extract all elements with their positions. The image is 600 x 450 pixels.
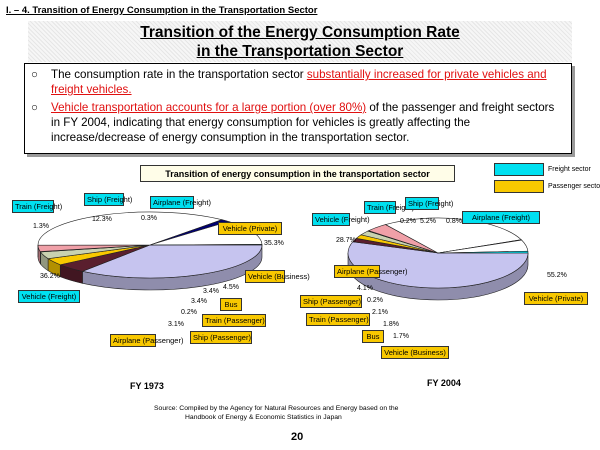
bullet-circle-icon: ○ [31,101,39,114]
pct-2004-vehicle-freight: 28.7% [336,237,356,244]
pct-1973-train-freight: 1.3% [33,223,49,230]
year-label-2004: FY 2004 [427,378,461,388]
label-2004-ship-freight: Ship (Freight) [405,197,453,210]
bullet-2-text: Vehicle transportation accounts for a la… [51,100,565,145]
pct-2004-airplane-passenger: 4.1% [357,285,373,292]
pct-1973-ship-freight: 12.3% [92,216,112,223]
pie-slice-0-vehicle-freight- [37,211,223,246]
pie-slice-1-vehicle-private- [347,241,529,289]
label-2004-airplane-freight: Airplane (Freight) [462,211,540,224]
bullet-1-text: The consumption rate in the transportati… [51,67,565,97]
source-note: Source: Compiled by the Agency for Natur… [154,404,398,422]
bullet-2: ○ Vehicle transportation accounts for a … [31,100,565,145]
label-1973-vehicle-business: Vehicle (Business) [245,270,310,283]
pct-2004-airplane-freight: 0.8% [446,218,462,225]
pct-2004-ship-passenger: 0.2% [367,297,383,304]
chart-title: Transition of energy consumption in the … [140,165,455,182]
label-1973-ship-freight: Ship (Freight) [84,193,132,206]
label-1973-train-passenger: Train (Passenger) [202,314,266,327]
label-2004-bus: Bus [362,330,384,343]
pct-1973-train-passenger: 3.4% [191,298,207,305]
pct-2004-train-freight: 0.2% [400,218,416,225]
pct-2004-vehicle-private: 55.2% [547,272,567,279]
pie-slice-0-vehicle-private- [81,244,263,279]
bullets-box: ○ The consumption rate in the transporta… [24,63,572,154]
label-2004-vehicle-private: Vehicle (Private) [524,292,588,305]
label-2004-airplane-passenger: Airplane (Passenger) [334,265,407,278]
pct-1973-airplane-passenger: 3.1% [168,321,184,328]
pct-1973-vehicle-business: 4.5% [223,284,239,291]
label-1973-vehicle-private: Vehicle (Private) [218,222,282,235]
label-1973-train-freight: Train (Freight) [12,200,62,213]
pct-2004-vehicle-business: 1.7% [393,333,409,340]
title-line-1: Transition of the Energy Consumption Rat… [140,24,460,41]
bullet-2-plain: of the passenger and freight sectors in … [51,101,555,144]
bullet-1: ○ The consumption rate in the transporta… [31,67,565,97]
pie-slice-0-airplane-freight- [149,244,263,246]
pct-1973-airplane-freight: 0.3% [141,215,157,222]
section-header: I. – 4. Transition of Energy Consumption… [6,5,318,16]
legend-passenger-swatch [494,180,544,193]
source-line-2: Handbook of Energy & Economic Statistics… [185,414,342,421]
label-2004-train-passenger: Train (Passenger) [306,313,370,326]
label-1973-vehicle-freight: Vehicle (Freight) [18,290,80,303]
label-1973-airplane-passenger: Airplane (Passenger) [110,334,183,347]
label-1973-airplane-freight: Airplane (Freight) [150,196,211,209]
pct-1973-vehicle-private: 35.3% [264,240,284,247]
label-2004-vehicle-business: Vehicle (Business) [381,346,449,359]
pct-1973-ship-passenger: 0.2% [181,309,197,316]
year-label-1973: FY 1973 [130,381,164,391]
pct-2004-bus: 1.8% [383,321,399,328]
legend-freight-swatch [494,163,544,176]
title-line-2: in the Transportation Sector [196,43,404,60]
legend-passenger-label: Passenger sector [548,183,600,190]
legend-freight-label: Freight sector [548,166,591,173]
bullet-1-highlight: substantially increased for private vehi… [51,68,547,96]
pct-1973-vehicle-freight: 36.2% [40,273,60,280]
source-line-1: Source: Compiled by the Agency for Natur… [154,405,399,412]
title-banner: Transition of the Energy Consumption Rat… [28,21,572,62]
bullet-circle-icon: ○ [31,68,39,81]
label-2004-vehicle-freight: Vehicle (Freight) [312,213,370,226]
page-number: 20 [291,431,304,443]
label-2004-ship-passenger: Ship (Passenger) [300,295,362,308]
pct-2004-train-passenger: 2.1% [372,309,388,316]
label-2004-train-freight: Train (Freight) [364,201,414,214]
label-1973-ship-passenger: Ship (Passenger) [190,331,252,344]
label-1973-bus: Bus [220,298,242,311]
pie-slice-1-airplane-freight- [437,250,529,254]
bullet-1-plain: The consumption rate in the transportati… [51,68,307,81]
bullet-2-highlight: Vehicle transportation accounts for a la… [51,101,367,114]
pct-2004-ship-freight: 5.2% [420,218,436,225]
pct-1973-bus: 3.4% [203,288,219,295]
